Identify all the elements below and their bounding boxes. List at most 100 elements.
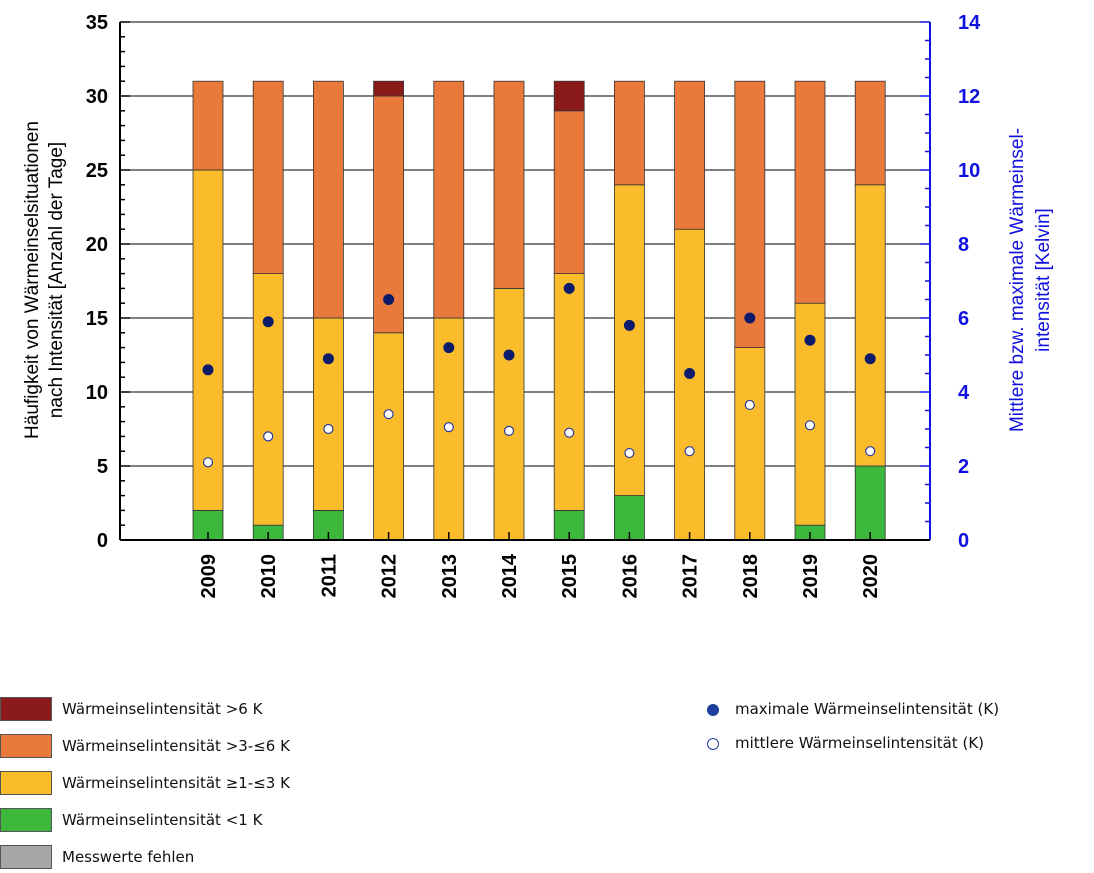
legend-swatch-lt1 [0,808,52,832]
left-tick-label: 20 [86,234,108,256]
left-tick-label: 5 [97,456,108,478]
right-axis-title-line: intensität [Kelvin] [1033,208,1054,352]
left-axis-title-line: nach Intensität [Anzahl der Tage] [46,142,67,418]
mean-intensity-point [202,457,214,468]
left-tick-label: 25 [86,160,108,182]
mean-intensity-point [503,425,515,436]
urban-heat-island-chart: 0 5 10 15 20 25 30 35 0 2 4 6 8 10 12 14 2009 2010 2011 201… [22,12,1054,599]
legend-label-gt6: Wärmeinselintensität >6 K [62,700,263,718]
bar-segment [373,95,405,334]
bar-segment [493,287,525,541]
legend-label-mean: mittlere Wärmeinselintensität (K) [735,734,985,752]
legend-label-1to3: Wärmeinselintensität ≥1-≤3 K [62,774,290,792]
x-tick-label: 2019 [800,554,822,599]
left-tick-label: 15 [86,308,108,330]
axes [119,21,931,541]
max-intensity-point [864,353,876,365]
max-intensity-point [503,349,515,361]
max-intensity-point [443,342,455,354]
axis-labels: 0 5 10 15 20 25 30 35 0 2 4 6 8 10 12 14 2009 2010 2011 201… [22,12,1054,599]
max-intensity-point [262,316,274,328]
x-tick-label: 2010 [258,554,280,599]
legend-label-max: maximale Wärmeinselintensität (K) [735,700,1000,718]
max-intensity-point [623,319,635,331]
left-tick-label: 10 [86,382,108,404]
mean-intensity-point [263,431,274,442]
right-tick-label: 14 [958,12,981,34]
mean-intensity-point [443,422,454,433]
bar-segment [373,332,405,541]
legend-label-missing: Messwerte fehlen [62,848,195,866]
max-intensity-point [563,282,575,294]
bar-segment [794,80,826,304]
max-intensity-point [322,353,334,365]
x-tick-label: 2020 [860,554,882,599]
bar-segment [553,110,585,275]
max-intensity-point [202,364,214,376]
right-tick-label: 8 [958,234,969,256]
left-tick-label: 0 [97,530,108,552]
x-tick-label: 2009 [198,554,220,599]
max-intensity-point [383,294,395,305]
bar-segment [553,273,585,511]
bar-segment [734,80,766,348]
right-tick-label: 0 [958,530,969,552]
mean-intensity-point [865,446,876,457]
mean-intensity-point [383,409,394,420]
bar-segment [553,80,585,112]
mean-intensity-point [804,420,816,431]
right-axis-title-line: Mittlere bzw. maximale Wärmeinsel- [1007,128,1028,432]
legend-label-lt1: Wärmeinselintensität <1 K [62,811,263,829]
bar-segment [252,80,284,274]
bar-segment [674,80,705,230]
bar-segment [192,80,224,171]
left-tick-label: 35 [86,12,108,34]
mean-intensity-point [564,427,575,438]
left-tick-label: 30 [86,86,108,108]
legend-swatch-3to6 [0,734,52,758]
bar-segment [674,228,705,541]
x-tick-label: 2011 [318,554,340,597]
bar-stacks [192,80,886,541]
right-tick-label: 2 [958,456,969,478]
mean-intensity-point [744,399,755,411]
bar-segment [192,169,224,511]
filled-dot-icon [707,704,719,716]
left-axis-title-line: Häufigkeit von Wärmeinselsituationen [22,121,43,439]
bar-segment [614,184,645,496]
open-dot-icon [707,738,719,750]
bar-segment [734,347,766,541]
bar-segment [614,80,645,186]
legend-label-3to6: Wärmeinselintensität >3-≤6 K [62,737,290,755]
x-tick-label: 2013 [439,554,461,599]
bar-segment [854,465,886,541]
bar-segment [312,80,344,319]
x-tick-label: 2015 [559,554,581,599]
mean-intensity-point [624,447,635,459]
legend-swatch-gt6 [0,697,52,721]
max-intensity-point [744,312,756,324]
right-tick-label: 4 [958,382,970,404]
bar-segment [493,80,525,289]
bar-segment [854,184,886,467]
x-tick-label: 2016 [619,554,641,599]
mean-intensity-point [684,446,695,457]
legend-swatch-missing [0,845,52,869]
x-tick-label: 2017 [680,554,702,599]
right-tick-label: 12 [958,86,980,108]
bar-segment [854,80,886,186]
max-intensity-point [804,334,816,346]
mean-intensity-point [323,423,334,435]
intensity-points [202,282,876,468]
right-tick-label: 10 [958,160,980,182]
bar-segment [312,317,344,511]
x-tick-label: 2018 [740,554,762,599]
marker-legend: maximale Wärmeinselintensität (K) mittle… [707,699,1087,759]
bar-segment [373,80,405,97]
x-tick-label: 2014 [499,553,521,598]
right-tick-label: 6 [958,308,969,330]
bar-legend: Wärmeinselintensität >6 K Wärmeinselinte… [0,697,420,873]
max-intensity-point [684,368,696,379]
bar-segment [433,80,465,319]
x-tick-label: 2012 [379,554,401,599]
